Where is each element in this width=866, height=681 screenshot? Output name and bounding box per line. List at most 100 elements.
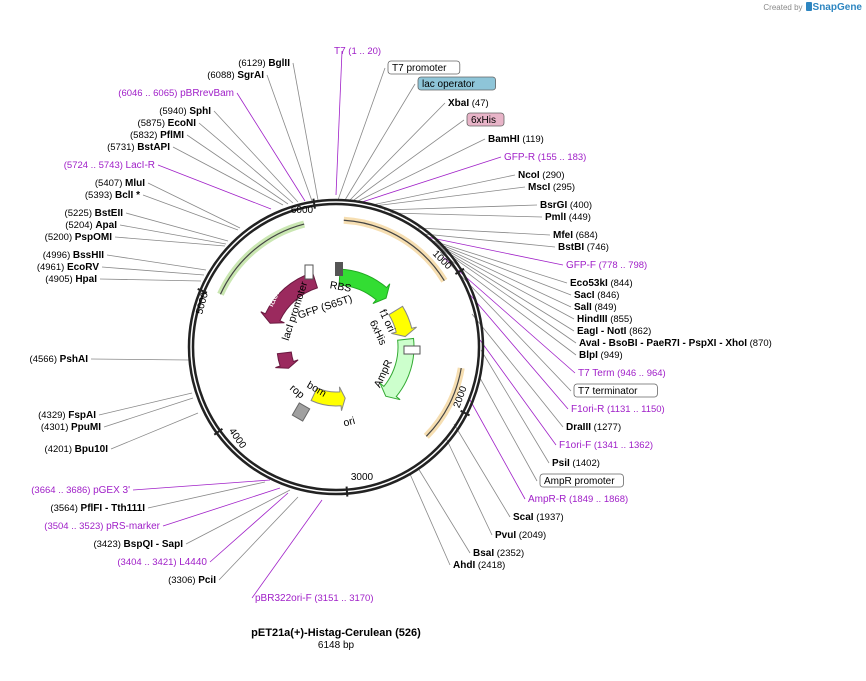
primer-label: (6046 .. 6065) pBRrevBam [118, 88, 234, 99]
leader-xbai [349, 102, 446, 201]
feature-box [573, 383, 658, 398]
site-label: XbaI (47) [448, 98, 489, 109]
site-position: (6088) [207, 70, 237, 81]
primer-range: (3404 .. 3421) [117, 557, 179, 568]
site-label: NcoI (290) [518, 170, 565, 181]
plasmid-name: pET21a(+)-Histag-Cerulean (526) [251, 627, 421, 639]
label-sgrai: (6088) SgrAI [207, 70, 264, 81]
site-position: (862) [626, 326, 651, 337]
site-position: (400) [567, 200, 592, 211]
laci-ring [219, 223, 305, 295]
site-label: (5407) MluI [95, 178, 145, 189]
leader-bsai [417, 467, 471, 554]
site-label: (4329) FspAI [38, 410, 96, 421]
leader-t7-promoter [337, 67, 386, 201]
site-position: (844) [608, 278, 633, 289]
site-name: BsaI [473, 548, 494, 559]
site-position: (855) [608, 314, 633, 325]
site-label: BamHI (119) [488, 134, 544, 145]
leader-ampr-promoter [479, 377, 538, 482]
site-name: PvuI [495, 530, 516, 541]
label-ncoi: NcoI (290) [518, 170, 565, 181]
primer-range: (3151 .. 3170) [312, 593, 374, 604]
label-mfei: MfeI (684) [553, 230, 598, 241]
site-label: (4566) PshAI [30, 354, 89, 365]
scale-tick-label-6000: 6000 [291, 205, 314, 216]
label-t7-promoter: T7 promoter [387, 60, 461, 75]
leader-pflmi [186, 134, 289, 205]
site-label: (3423) BspQI - SapI [93, 539, 183, 550]
leader-fspai [98, 392, 193, 416]
label-apai: (5204) ApaI [65, 220, 117, 231]
site-name: BspQI - SapI [124, 539, 184, 550]
site-name: Eco53kI [570, 278, 608, 289]
label-bspqi-sapi: (3423) BspQI - SapI [93, 539, 183, 550]
site-label: EagI - NotI (862) [577, 326, 651, 337]
site-label: DraIII (1277) [566, 422, 621, 433]
site-position: (4961) [37, 262, 67, 273]
primer-label: AmpR-R (1849 .. 1868) [528, 494, 628, 505]
feature-box [387, 60, 461, 75]
feature-label-ori: ori [342, 415, 356, 430]
site-label: (6088) SgrAI [207, 70, 264, 81]
label-laci-r: (5724 .. 5743) LacI-R [64, 160, 155, 171]
site-name: MscI [528, 182, 550, 193]
credit-brand: SnapGene [812, 2, 862, 13]
site-position: (449) [566, 212, 591, 223]
primer-range: (1341 .. 1362) [591, 440, 653, 451]
label-bstapi: (5731) BstAPI [107, 142, 170, 153]
scale-tick-6000 [312, 198, 316, 209]
site-label: (5940) SphI [159, 106, 211, 117]
leader-hpai [99, 278, 202, 282]
label-sphi: (5940) SphI [159, 106, 211, 117]
site-name: MfeI [553, 230, 573, 241]
site-position: (6129) [238, 58, 268, 69]
site-position: (746) [584, 242, 609, 253]
site-position: (4301) [41, 422, 71, 433]
6xhis-block [403, 345, 421, 355]
site-name: NcoI [518, 170, 540, 181]
leader-mlui [147, 182, 241, 229]
site-position: (290) [540, 170, 565, 181]
leader-ppumi [103, 397, 194, 428]
site-name: FspAI [68, 410, 96, 421]
site-name: PflMI [160, 130, 184, 141]
leader-laci-r [157, 164, 272, 210]
site-name: PspOMI [75, 232, 112, 243]
label-f1ori-f: F1ori-F (1341 .. 1362) [559, 440, 653, 451]
label-psii: PsiI (1402) [552, 458, 600, 469]
ampr-promoter-ring [425, 367, 462, 437]
label-bglii: (6129) BglII [238, 58, 290, 69]
label-eagi-noti: EagI - NotI (862) [577, 326, 651, 337]
site-position: (3306) [168, 575, 198, 586]
snapgene-logo-icon [805, 2, 812, 11]
label-bsshii: (4996) BssHII [43, 250, 104, 261]
site-label: (4905) HpaI [45, 274, 97, 285]
site-position: (949) [598, 350, 623, 361]
label-pbr322ori-f: pBR322ori-F (3151 .. 3170) [255, 593, 374, 604]
primer-name: GFP-R [504, 152, 535, 163]
site-name: BsrGI [540, 200, 567, 211]
feature-box-text: 6xHis [471, 115, 496, 126]
site-label: (6129) BglII [238, 58, 290, 69]
site-name: BstBI [558, 242, 584, 253]
t7-promoter-ring [343, 219, 445, 282]
primer-label: T7 Term (946 .. 964) [578, 368, 666, 379]
site-name: BlpI [579, 350, 598, 361]
label-f1ori-r: F1ori-R (1131 .. 1150) [571, 404, 665, 415]
leader-pbrrevbam [236, 92, 306, 202]
leader-bspqi-sapi [185, 489, 291, 545]
site-position: (5940) [159, 106, 189, 117]
label-xbai: XbaI (47) [448, 98, 489, 109]
site-name: XbaI [448, 98, 469, 109]
site-name: PshAI [60, 354, 89, 365]
leader-bstapi [172, 146, 284, 206]
primer-name: AmpR-R [528, 494, 566, 505]
primer-label: (3664 .. 3686) pGEX 3' [31, 485, 130, 496]
scale-tick-1000 [454, 267, 465, 275]
laci-feature [260, 271, 319, 324]
primer-range: (1849 .. 1868) [566, 494, 628, 505]
label-prs-marker: (3504 .. 3523) pRS-marker [44, 521, 160, 532]
